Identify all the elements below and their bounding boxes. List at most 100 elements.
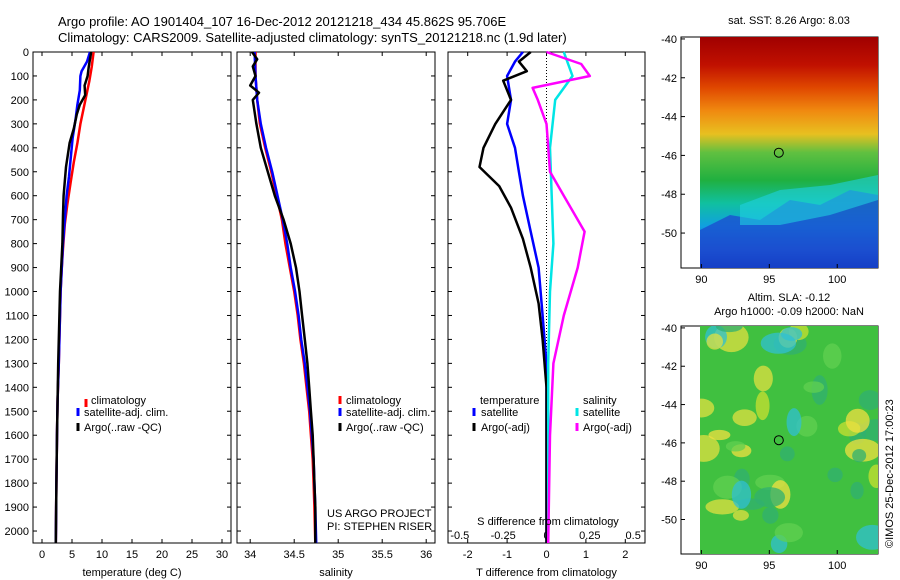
- depth-tick-label: 0: [23, 47, 29, 59]
- x-tick-label: 0: [543, 549, 549, 561]
- salinity-panel: 34 34.5 35 35.5 36 salinity: [236, 51, 436, 579]
- sla-blob: [858, 390, 878, 411]
- sla-blob: [827, 467, 843, 483]
- series-line-argo---raw--qc-: [54, 51, 93, 544]
- sla-blob: [732, 409, 757, 426]
- sla-blob: [774, 523, 803, 543]
- s-difference-label: S difference from climatology: [477, 516, 619, 528]
- sla-blob: [731, 480, 752, 509]
- depth-tick-label: 900: [11, 263, 29, 275]
- sla-blob: [850, 481, 864, 500]
- map-lon-label: 90: [695, 274, 707, 286]
- imos-watermark: ©IMOS 25-Dec-2012 17:00:23: [884, 399, 896, 548]
- sla-blob: [780, 327, 803, 341]
- depth-tick-label: 300: [11, 119, 29, 131]
- map-lat-label: -46: [661, 438, 677, 450]
- legend-label-climatology: climatology: [91, 395, 147, 407]
- x-tick-label: 15: [126, 549, 138, 561]
- map-lat-label: -50: [661, 228, 677, 240]
- legend-label-argo: Argo(..raw -QC): [84, 422, 162, 434]
- map-lat-label: -42: [661, 361, 677, 373]
- legend-label-s-argo: Argo(-adj): [583, 422, 632, 434]
- s-tick-label: 0.5: [626, 530, 641, 542]
- sla-blob: [868, 464, 878, 488]
- sla-blob: [845, 408, 870, 433]
- sst-map-title: sat. SST: 8.26 Argo: 8.03: [728, 15, 850, 27]
- map-lat-label: -40: [661, 34, 677, 46]
- legend-temperature: climatology satellite-adj. clim. Argo(..…: [76, 395, 168, 434]
- depth-tick-label: 1000: [5, 287, 29, 299]
- sla-blob: [852, 448, 867, 463]
- sst-cyan-band: [740, 175, 878, 225]
- map-lon-label: 90: [695, 560, 707, 572]
- series-line-argo--adj-: [531, 50, 592, 544]
- plot-frame: [236, 51, 436, 544]
- x-tick-label: 0: [39, 549, 45, 561]
- map-lon-label: 100: [828, 274, 846, 286]
- plot-frame: [32, 51, 232, 544]
- sla-blob: [706, 333, 723, 350]
- x-tick-label: 2: [622, 549, 628, 561]
- legend-label-satellite: satellite-adj. clim.: [84, 407, 168, 419]
- depth-tick-label: 100: [11, 71, 29, 83]
- sla-blob: [796, 415, 818, 437]
- depth-tick-label: 1400: [5, 382, 29, 394]
- series-line-argo--adj-: [478, 51, 548, 543]
- s-tick-label: 0.25: [579, 530, 600, 542]
- sla-blob: [700, 435, 720, 462]
- x-tick-label: 35.5: [371, 549, 392, 561]
- sla-field: [700, 326, 878, 554]
- depth-tick-label: 1100: [5, 310, 29, 322]
- depth-tick-label: 1300: [5, 358, 29, 370]
- map-lon-label: 95: [763, 560, 775, 572]
- map-lat-label: -42: [661, 73, 677, 85]
- x-axis-label: salinity: [319, 567, 353, 579]
- x-tick-label: -1: [502, 549, 512, 561]
- sla-blob: [700, 398, 715, 418]
- project-label: US ARGO PROJECT: [327, 508, 432, 520]
- sla-map-title-2: Argo h1000: -0.09 h2000: NaN: [714, 306, 864, 318]
- map-lon-label: 95: [763, 274, 775, 286]
- sla-blob: [762, 506, 779, 524]
- legend-difference: temperature salinity satellite Argo(-adj…: [472, 395, 632, 434]
- x-tick-label: 25: [186, 549, 198, 561]
- depth-tick-label: 1500: [5, 406, 29, 418]
- map-lat-label: -50: [661, 515, 677, 527]
- map-lon-label: 100: [828, 560, 846, 572]
- x-tick-label: 1: [583, 549, 589, 561]
- legend-salinity: climatology satellite-adj. clim. Argo(..…: [338, 395, 430, 434]
- sla-blob: [708, 429, 731, 441]
- x-tick-label: 10: [96, 549, 108, 561]
- depth-tick-label: 1900: [5, 502, 29, 514]
- sla-map: Altim. SLA: -0.12 Argo h1000: -0.09 h200…: [661, 292, 879, 572]
- legend-title-salinity: salinity: [583, 395, 617, 407]
- sla-blob: [754, 487, 786, 508]
- sla-blob: [856, 524, 878, 550]
- x-tick-label: 34.5: [283, 549, 304, 561]
- x-tick-label: 36: [420, 549, 432, 561]
- sla-blob: [715, 326, 743, 333]
- depth-tick-label: 700: [11, 215, 29, 227]
- depth-tick-label: 1600: [5, 430, 29, 442]
- legend-label-climatology: climatology: [346, 395, 402, 407]
- sla-argo-marker: [773, 435, 784, 446]
- legend-label-t-argo: Argo(-adj): [481, 422, 530, 434]
- depth-tick-label: 200: [11, 95, 29, 107]
- depth-tick-label: 1200: [5, 334, 29, 346]
- depth-tick-label: 2000: [5, 526, 29, 538]
- sla-blob: [803, 381, 825, 393]
- sla-blob: [732, 509, 749, 521]
- map-lat-label: -44: [661, 400, 677, 412]
- x-axis-label: temperature (deg C): [82, 567, 181, 579]
- legend-label-satellite: satellite-adj. clim.: [346, 407, 430, 419]
- sla-blob: [823, 343, 842, 369]
- temperature-panel: 0100200300400500600700800900100011001200…: [5, 47, 232, 579]
- s-tick-label: -0.25: [491, 530, 516, 542]
- map-lat-label: -40: [661, 323, 677, 335]
- legend-label-t-satellite: satellite: [481, 407, 518, 419]
- sla-blob: [753, 365, 773, 392]
- depth-tick-label: 400: [11, 143, 29, 155]
- depth-tick-label: 500: [11, 167, 29, 179]
- legend-label-argo: Argo(..raw -QC): [346, 422, 424, 434]
